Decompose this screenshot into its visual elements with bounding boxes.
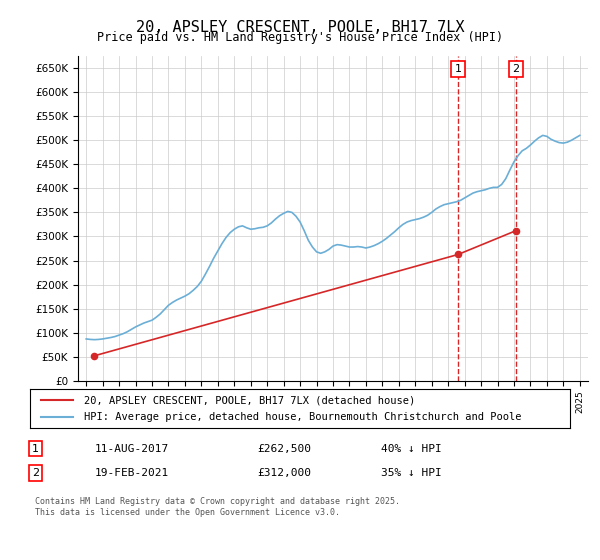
- Text: £312,000: £312,000: [257, 468, 311, 478]
- Text: 40% ↓ HPI: 40% ↓ HPI: [381, 444, 442, 454]
- Text: 1: 1: [32, 444, 39, 454]
- Text: Price paid vs. HM Land Registry's House Price Index (HPI): Price paid vs. HM Land Registry's House …: [97, 31, 503, 44]
- Text: HPI: Average price, detached house, Bournemouth Christchurch and Poole: HPI: Average price, detached house, Bour…: [84, 412, 521, 422]
- Text: 2: 2: [512, 64, 520, 74]
- Text: £262,500: £262,500: [257, 444, 311, 454]
- Text: Contains HM Land Registry data © Crown copyright and database right 2025.
This d: Contains HM Land Registry data © Crown c…: [35, 497, 400, 517]
- Text: 20, APSLEY CRESCENT, POOLE, BH17 7LX (detached house): 20, APSLEY CRESCENT, POOLE, BH17 7LX (de…: [84, 395, 415, 405]
- Point: [453, 250, 463, 259]
- Point: [89, 351, 99, 360]
- Text: 19-FEB-2021: 19-FEB-2021: [95, 468, 169, 478]
- Point: [511, 226, 521, 235]
- Text: 35% ↓ HPI: 35% ↓ HPI: [381, 468, 442, 478]
- Text: 1: 1: [455, 64, 461, 74]
- Text: 11-AUG-2017: 11-AUG-2017: [95, 444, 169, 454]
- Text: 2: 2: [32, 468, 39, 478]
- Text: 20, APSLEY CRESCENT, POOLE, BH17 7LX: 20, APSLEY CRESCENT, POOLE, BH17 7LX: [136, 20, 464, 35]
